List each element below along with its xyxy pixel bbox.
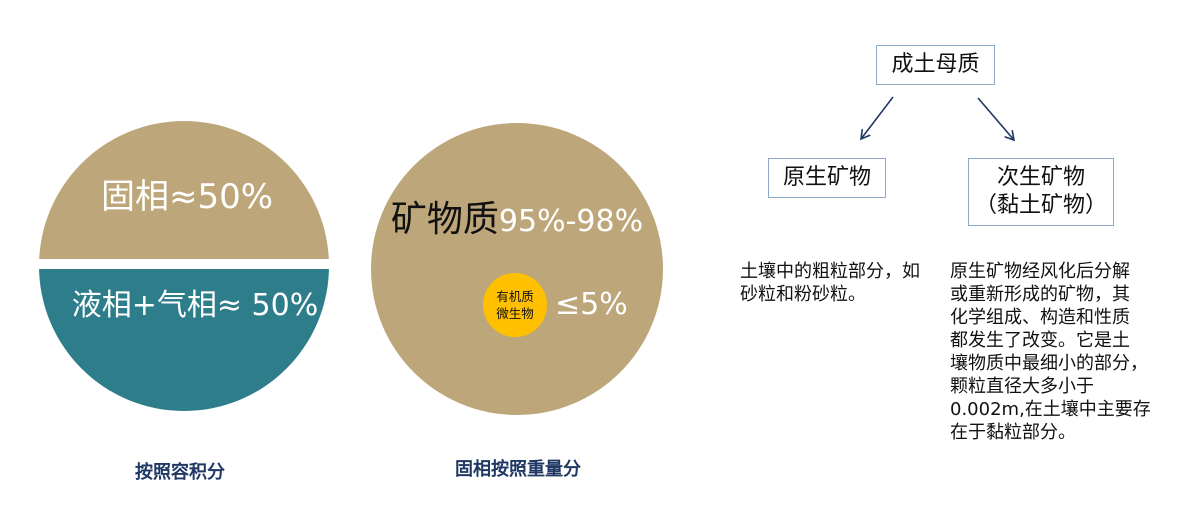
arrow-shaft <box>860 96 894 140</box>
root-node: 成土母质 <box>876 45 995 85</box>
arrow-shaft <box>977 97 1015 141</box>
organic-badge: 有机质 微生物 <box>483 273 547 337</box>
description-line: 0.002m,在土壤中主要存 <box>950 399 1151 420</box>
description-line: 原生矿物经风化后分解 <box>950 261 1130 282</box>
description-line: 砂粒和粉砂粒。 <box>740 284 866 305</box>
primary-mineral-node: 原生矿物 <box>768 158 886 198</box>
root-to-secondary-arrow <box>977 97 1016 142</box>
description-line: 化学组成、构造和性质 <box>950 307 1130 328</box>
mineral-row: 矿物质95%-98% <box>372 198 662 248</box>
weight-circle <box>371 123 663 415</box>
description-line: 土壤中的粗粒部分，如 <box>740 261 920 282</box>
secondary-mineral-description: 原生矿物经风化后分解 或重新形成的矿物，其 化学组成、构造和性质 都发生了改变。… <box>950 260 1151 444</box>
organic-line-1: 有机质 <box>496 289 534 304</box>
primary-mineral-description: 土壤中的粗粒部分，如 砂粒和粉砂粒。 <box>740 260 920 306</box>
root-to-primary-arrow <box>860 96 894 141</box>
mineral-share: 95%-98% <box>498 204 644 239</box>
description-line: 颗粒直径大多小于 <box>950 376 1094 397</box>
volume-circle <box>39 121 329 411</box>
description-line: 或重新形成的矿物，其 <box>950 284 1130 305</box>
secondary-mineral-node: 次生矿物 （黏土矿物） <box>968 158 1114 226</box>
description-line: 壤物质中最细小的部分， <box>950 353 1148 374</box>
organic-share: ≤5% <box>555 287 628 322</box>
description-line: 在于黏粒部分。 <box>950 422 1076 443</box>
volume-caption: 按照容积分 <box>135 462 225 483</box>
root-node-label: 成土母质 <box>891 52 980 77</box>
description-line: 都发生了改变。它是土 <box>950 330 1130 351</box>
primary-mineral-label: 原生矿物 <box>782 165 871 190</box>
arrow-head-icon <box>1004 130 1016 142</box>
organic-line-2: 微生物 <box>496 306 534 321</box>
arrow-head-icon <box>860 128 871 141</box>
secondary-mineral-label: 次生矿物 <box>996 165 1085 190</box>
weight-caption: 固相按照重量分 <box>455 459 581 480</box>
mineral-name: 矿物质 <box>390 199 499 240</box>
secondary-mineral-sublabel: （黏土矿物） <box>974 193 1107 218</box>
liquid-gas-phase-label: 液相+气相≈ 50% <box>71 288 319 323</box>
solid-phase-label: 固相≈50% <box>100 177 274 217</box>
